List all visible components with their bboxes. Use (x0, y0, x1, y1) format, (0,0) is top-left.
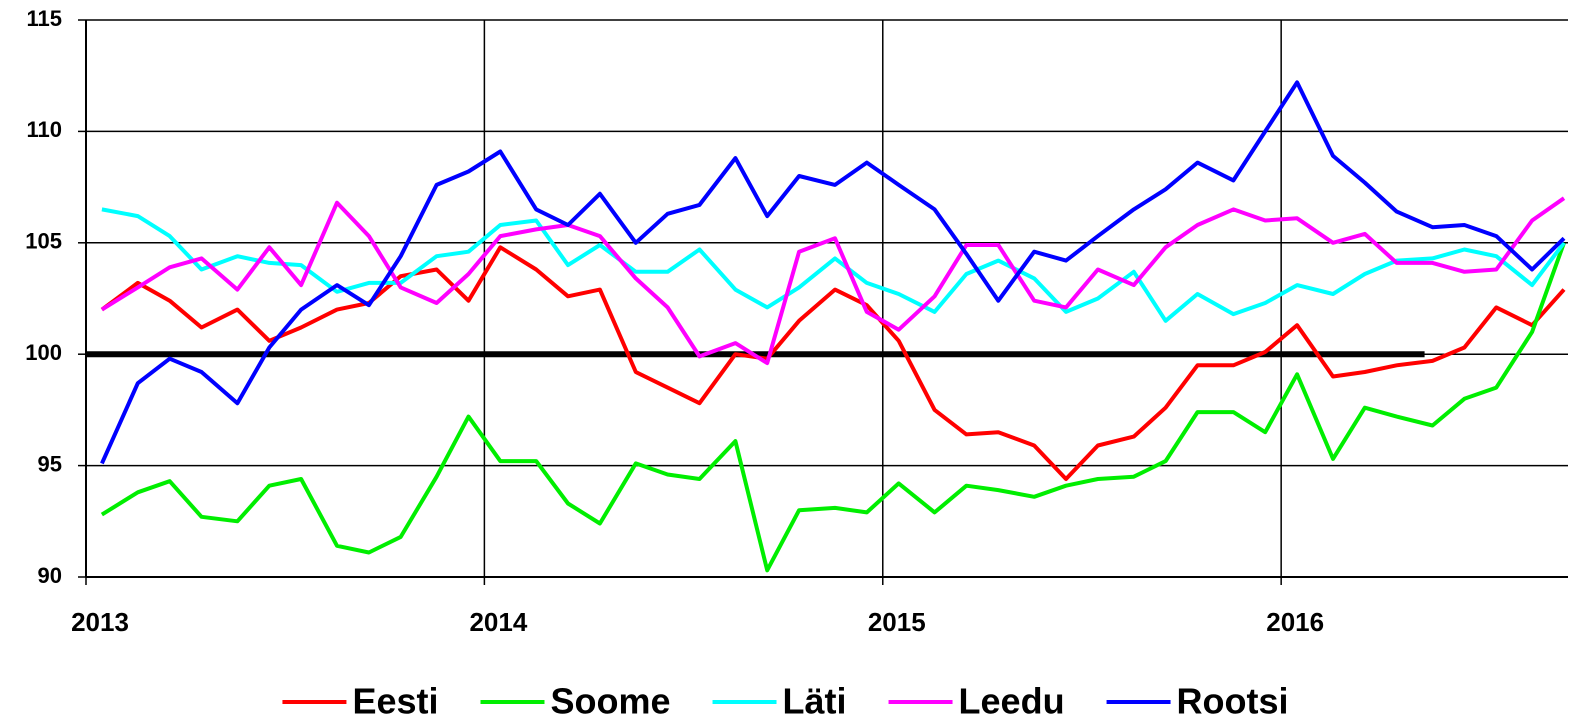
legend-item: Leedu (888, 681, 1065, 722)
series-line (101, 207, 1566, 323)
series-line (100, 245, 1566, 481)
legend-label: Soome (550, 681, 670, 722)
series-line (100, 80, 1566, 465)
y-tick-label: 100 (25, 340, 62, 365)
series-line (100, 242, 1566, 573)
x-tick-label: 2014 (469, 607, 527, 637)
x-tick-label: 2013 (71, 607, 129, 637)
legend-item: Soome (480, 681, 671, 722)
legend-label: Eesti (352, 681, 438, 722)
legend: Eesti Soome Läti Leedu Rootsi (282, 681, 1289, 722)
legend-item: Läti (712, 681, 847, 722)
y-tick-label: 95 (38, 451, 62, 476)
legend-label: Läti (783, 681, 847, 722)
x-tick-label: 2016 (1266, 607, 1324, 637)
y-tick-label: 110 (27, 117, 63, 142)
legend-label: Leedu (959, 681, 1065, 722)
y-tick-label: 105 (25, 229, 62, 254)
legend-item: Eesti (282, 681, 438, 722)
series-line (100, 196, 1566, 366)
y-tick-label: 115 (27, 6, 63, 31)
y-tick-label: 90 (38, 563, 62, 588)
x-tick-label: 2015 (868, 607, 926, 637)
legend-label: Rootsi (1177, 681, 1289, 722)
legend-item: Rootsi (1106, 681, 1289, 722)
